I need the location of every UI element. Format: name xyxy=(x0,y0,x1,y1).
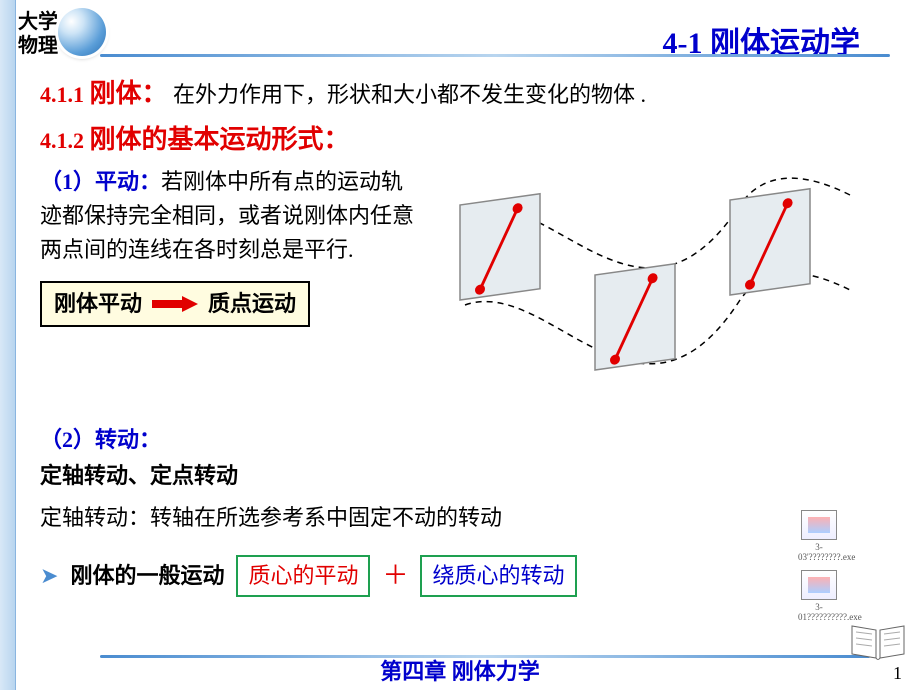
item2-label: （2）转动： xyxy=(40,423,895,457)
plus-sign: ＋ xyxy=(382,556,408,596)
section-4-1-2: 4.1.2 刚体的基本运动形式： xyxy=(40,120,895,160)
diagram-svg xyxy=(430,165,860,410)
file2-label: 3-01??????????.exe xyxy=(798,602,840,622)
badge-line1: 大学 xyxy=(18,10,58,34)
box-translation: 质心的平动 xyxy=(236,555,370,597)
book-icon xyxy=(850,620,906,662)
item1-row: （1）平动：若刚体中所有点的运动轨迹都保持完全相同，或者说刚体内任意两点间的连线… xyxy=(40,165,420,267)
left-text-column: （1）平动：若刚体中所有点的运动轨迹都保持完全相同，或者说刚体内任意两点间的连线… xyxy=(40,165,420,405)
equivalence-box: 刚体平动 质点运动 xyxy=(40,281,310,327)
footer-text: 第四章 刚体力学 xyxy=(0,654,920,686)
item2-line2: 定轴转动、定点转动 xyxy=(40,459,895,493)
page-number: 1 xyxy=(893,663,902,684)
arrow-icon xyxy=(152,296,198,312)
translation-diagram xyxy=(430,165,895,405)
general-lead: 刚体的一般运动 xyxy=(70,559,224,593)
main-columns: （1）平动：若刚体中所有点的运动轨迹都保持完全相同，或者说刚体内任意两点间的连线… xyxy=(40,165,895,405)
equiv-left: 刚体平动 xyxy=(54,287,142,321)
general-motion-row: ➤ 刚体的一般运动 质心的平动 ＋ 绕质心的转动 xyxy=(40,555,895,597)
file-icon-1[interactable]: 3-03'????????.exe xyxy=(798,510,840,562)
orb-decoration xyxy=(58,8,106,56)
badge-line2: 物理 xyxy=(18,34,58,58)
content-area: 4.1.1 刚体： 在外力作用下，形状和大小都不发生变化的物体 . 4.1.2 … xyxy=(40,74,895,597)
left-border xyxy=(0,0,16,690)
box-rotation: 绕质心的转动 xyxy=(420,555,576,597)
course-badge: 大学 物理 xyxy=(18,10,58,58)
sec411-term: 刚体： xyxy=(90,79,168,108)
sec411-def: 在外力作用下，形状和大小都不发生变化的物体 . xyxy=(173,82,646,107)
equiv-right: 质点运动 xyxy=(208,287,296,321)
sec411-num: 4.1.1 xyxy=(40,82,84,107)
exe-icon xyxy=(801,510,837,540)
chevron-icon: ➤ xyxy=(40,559,58,593)
file1-label: 3-03'????????.exe xyxy=(798,542,840,562)
title-separator xyxy=(100,54,890,57)
item1-label: （1）平动： xyxy=(40,169,161,194)
section-4-1-1: 4.1.1 刚体： 在外力作用下，形状和大小都不发生变化的物体 . xyxy=(40,74,895,114)
item2-line3: 定轴转动：转轴在所选参考系中固定不动的转动 xyxy=(40,501,895,535)
rotation-section: （2）转动： 定轴转动、定点转动 定轴转动：转轴在所选参考系中固定不动的转动 xyxy=(40,423,895,535)
sec412-title: 刚体的基本运动形式： xyxy=(90,125,350,154)
sec412-num: 4.1.2 xyxy=(40,128,84,153)
file-icon-2[interactable]: 3-01??????????.exe xyxy=(798,570,840,622)
exe-icon xyxy=(801,570,837,600)
